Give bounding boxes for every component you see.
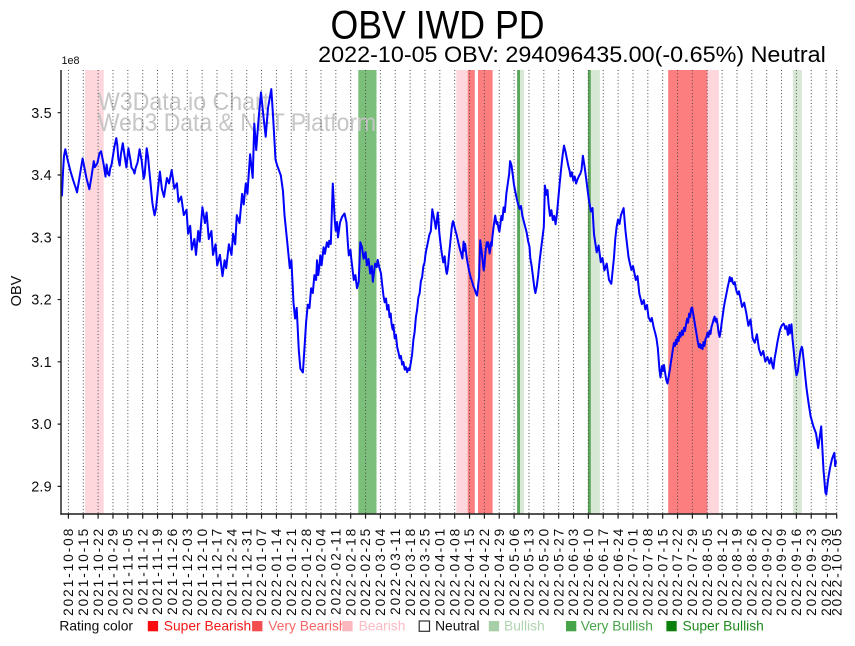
svg-text:2021-10-29: 2021-10-29 [106,527,121,616]
svg-text:2022-07-08: 2022-07-08 [641,527,656,616]
svg-text:2021-12-03: 2021-12-03 [180,527,195,616]
svg-text:2021-11-12: 2021-11-12 [135,527,150,615]
svg-text:2022-01-28: 2022-01-28 [299,527,314,616]
svg-text:2022-06-17: 2022-06-17 [596,527,611,616]
svg-text:Bearish: Bearish [359,618,406,633]
svg-text:2022-09-02: 2022-09-02 [759,527,774,616]
svg-text:2022-04-22: 2022-04-22 [477,527,492,616]
svg-text:Rating color: Rating color [59,618,133,633]
svg-text:2022-03-18: 2022-03-18 [403,527,418,616]
svg-text:2021-12-10: 2021-12-10 [195,527,210,616]
svg-text:2022-05-20: 2022-05-20 [537,527,552,616]
svg-text:Web3 Data & NFT Platform: Web3 Data & NFT Platform [98,109,376,137]
svg-text:2022-05-06: 2022-05-06 [507,527,522,616]
svg-text:Super Bearish: Super Bearish [164,618,251,633]
svg-text:3.1: 3.1 [31,355,52,371]
svg-text:2022-04-01: 2022-04-01 [433,527,448,616]
svg-text:2022-10-05 OBV: 294096435.00(-: 2022-10-05 OBV: 294096435.00(-0.65%) Neu… [318,42,826,67]
svg-text:3.5: 3.5 [31,106,52,122]
svg-text:2022-07-29: 2022-07-29 [685,527,700,616]
svg-text:2021-11-26: 2021-11-26 [165,527,180,615]
svg-text:2022-05-27: 2022-05-27 [551,527,566,616]
svg-text:2022-03-04: 2022-03-04 [373,527,388,616]
svg-text:2021-11-19: 2021-11-19 [150,527,165,615]
svg-text:2022-01-14: 2022-01-14 [269,527,284,616]
svg-text:2022-07-01: 2022-07-01 [626,527,641,616]
svg-text:OBV: OBV [9,275,25,306]
svg-text:3.3: 3.3 [31,230,52,246]
svg-text:3.0: 3.0 [31,417,52,433]
svg-text:2022-04-15: 2022-04-15 [462,527,477,616]
svg-text:2022-01-07: 2022-01-07 [254,527,269,616]
svg-text:2022-03-25: 2022-03-25 [418,527,433,616]
svg-text:2.9: 2.9 [31,479,52,495]
svg-text:2022-08-05: 2022-08-05 [700,527,715,616]
svg-text:2021-10-08: 2021-10-08 [61,527,76,616]
svg-text:2021-12-24: 2021-12-24 [225,527,240,616]
svg-text:2022-08-26: 2022-08-26 [745,527,760,616]
svg-text:2022-03-11: 2022-03-11 [388,527,403,615]
svg-text:W3Data.io Chart: W3Data.io Chart [98,88,269,116]
svg-text:2022-02-18: 2022-02-18 [343,527,358,616]
svg-text:2022-02-11: 2022-02-11 [329,527,344,615]
svg-text:2022-09-16: 2022-09-16 [789,527,804,616]
svg-text:2021-11-05: 2021-11-05 [121,527,136,615]
svg-text:2022-07-15: 2022-07-15 [655,527,670,616]
svg-text:Neutral: Neutral [435,618,479,633]
svg-text:Super Bullish: Super Bullish [683,618,764,633]
svg-text:OBV IWD PD: OBV IWD PD [331,3,545,47]
svg-text:2021-12-31: 2021-12-31 [239,527,254,616]
svg-text:2022-07-22: 2022-07-22 [670,527,685,616]
svg-text:2022-04-29: 2022-04-29 [492,527,507,616]
svg-text:2022-08-12: 2022-08-12 [715,527,730,616]
svg-text:Very Bullish: Very Bullish [581,618,653,633]
svg-text:2022-01-21: 2022-01-21 [284,527,299,616]
svg-text:Bullish: Bullish [504,618,545,633]
svg-text:3.2: 3.2 [31,293,52,309]
svg-text:2022-05-13: 2022-05-13 [522,527,537,616]
svg-text:2022-09-23: 2022-09-23 [804,527,819,616]
svg-text:2022-06-10: 2022-06-10 [581,527,596,616]
svg-text:2022-06-24: 2022-06-24 [611,527,626,616]
svg-text:2021-10-22: 2021-10-22 [91,527,106,616]
svg-text:2022-08-19: 2022-08-19 [730,527,745,616]
svg-text:2022-10-05: 2022-10-05 [829,527,844,616]
svg-text:2021-12-17: 2021-12-17 [210,527,225,616]
svg-text:2022-02-04: 2022-02-04 [314,527,329,616]
svg-text:2022-04-08: 2022-04-08 [447,527,462,616]
svg-text:2022-02-25: 2022-02-25 [358,527,373,616]
svg-text:3.4: 3.4 [31,168,52,184]
svg-text:Very Bearish: Very Bearish [268,618,346,633]
svg-text:2021-10-15: 2021-10-15 [76,527,91,616]
svg-text:2022-06-03: 2022-06-03 [566,527,581,616]
svg-text:2022-09-09: 2022-09-09 [774,527,789,616]
svg-text:2022-09-30: 2022-09-30 [819,527,834,616]
svg-text:1e8: 1e8 [62,55,80,67]
